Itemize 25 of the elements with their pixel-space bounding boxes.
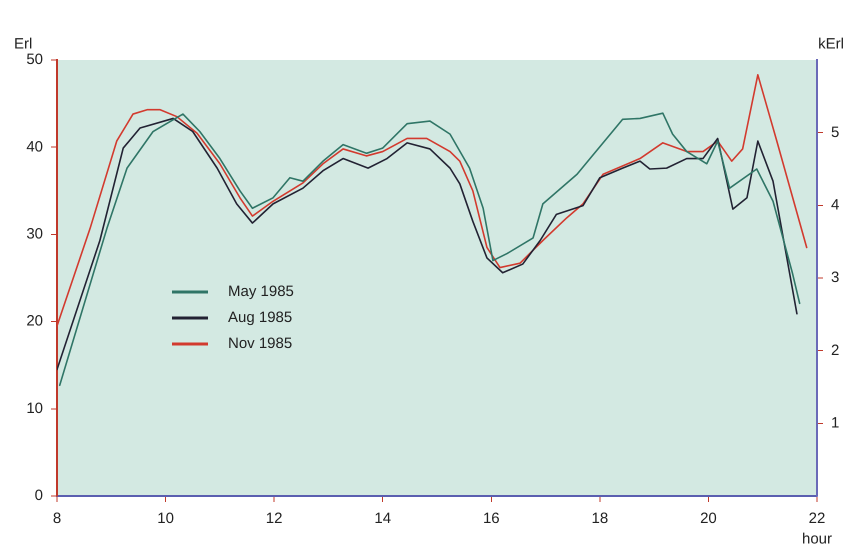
- y2-tick-label: 3: [831, 269, 840, 286]
- x-tick-label: 10: [157, 510, 174, 528]
- y-axis-title: Erl: [14, 36, 32, 53]
- y-tick-label: 10: [26, 400, 43, 417]
- legend-label: Nov 1985: [228, 335, 292, 352]
- y-tick-label: 0: [34, 487, 43, 504]
- legend-label: Aug 1985: [228, 309, 292, 326]
- x-axis-title: hour: [802, 530, 832, 548]
- x-tick-label: 14: [374, 510, 392, 528]
- x-tick-label: 20: [700, 510, 717, 528]
- y-tick-label: 30: [26, 226, 43, 243]
- x-tick-label: 22: [808, 510, 826, 528]
- y2-axis-title: kErl: [818, 36, 844, 53]
- x-tick-label: 12: [266, 510, 282, 528]
- legend-label: May 1985: [228, 283, 294, 300]
- y-tick-label: 50: [26, 51, 43, 68]
- y2-tick-label: 2: [831, 342, 840, 359]
- y2-tick-label: 4: [831, 196, 840, 214]
- y-tick-label: 20: [26, 312, 43, 330]
- y2-tick-label: 1: [831, 414, 840, 432]
- x-tick-label: 18: [592, 510, 608, 528]
- y-tick-label: 40: [26, 138, 43, 156]
- x-tick-label: 8: [52, 510, 62, 528]
- y2-tick-label: 5: [831, 124, 840, 141]
- x-tick-label: 16: [482, 510, 500, 528]
